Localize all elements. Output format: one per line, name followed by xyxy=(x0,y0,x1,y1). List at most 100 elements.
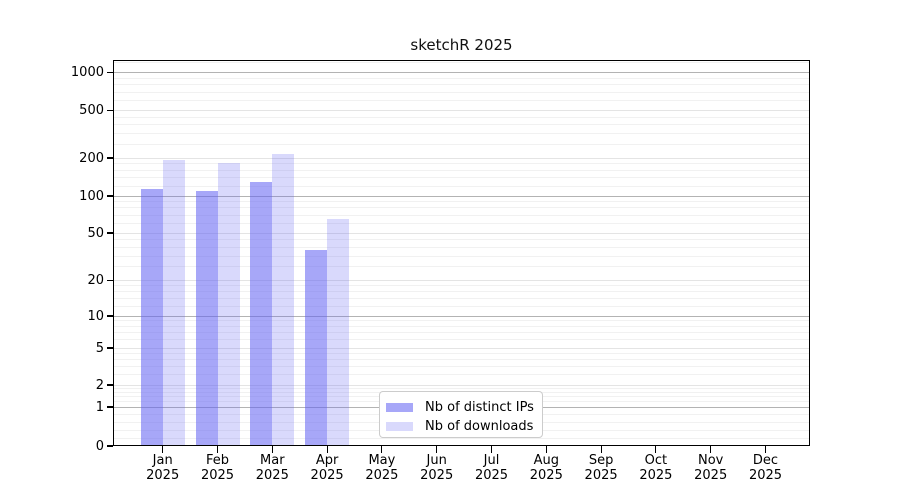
x-tick-label: May 2025 xyxy=(365,453,399,483)
y-tick-label: 50 xyxy=(87,225,104,241)
gridline xyxy=(113,222,810,224)
bar-feb-distinct-ips xyxy=(195,190,218,446)
legend-label: Nb of distinct IPs xyxy=(425,400,534,415)
x-tick-mark xyxy=(655,446,657,453)
bar-jan-distinct-ips xyxy=(140,189,163,446)
gridline xyxy=(113,169,810,171)
x-tick-label: Jul 2025 xyxy=(474,453,509,483)
x-tick-mark xyxy=(764,446,767,453)
y-tick-label: 1 xyxy=(95,399,104,415)
gridline xyxy=(113,214,810,216)
gridline xyxy=(113,280,810,281)
gridline xyxy=(113,306,810,308)
gridline xyxy=(113,133,810,135)
x-tick-label: Jan 2025 xyxy=(146,453,180,483)
x-tick-label: Jun 2025 xyxy=(420,453,454,483)
y-tick-mark xyxy=(106,71,113,74)
gridline xyxy=(113,246,810,248)
chart-title: sketchR 2025 xyxy=(410,36,513,54)
y-tick-label: 500 xyxy=(79,103,104,118)
y-tick-label: 5 xyxy=(95,340,104,356)
x-tick-mark xyxy=(162,446,164,453)
gridline xyxy=(113,384,810,386)
gridline xyxy=(113,201,810,203)
gridline xyxy=(113,291,810,293)
legend-swatch-downloads xyxy=(386,422,413,431)
gridline xyxy=(113,110,810,111)
legend-label: Nb of downloads xyxy=(425,419,534,434)
y-tick-mark xyxy=(106,279,113,282)
x-tick-label: Nov 2025 xyxy=(694,453,728,483)
y-tick-mark xyxy=(106,195,113,197)
gridline xyxy=(113,91,810,93)
y-tick-mark xyxy=(106,315,113,317)
gridline xyxy=(113,365,810,367)
x-tick-mark xyxy=(545,446,547,453)
x-tick-label: Dec 2025 xyxy=(748,453,783,483)
plot-area xyxy=(113,60,810,446)
gridline xyxy=(113,437,810,439)
x-tick-label: Oct 2025 xyxy=(639,453,673,483)
y-tick-mark xyxy=(106,157,113,159)
gridline xyxy=(113,100,810,101)
legend-swatch-distinct-ips xyxy=(386,403,413,412)
x-tick-label: Aug 2025 xyxy=(529,453,563,483)
gridline xyxy=(113,266,810,268)
gridline xyxy=(113,387,810,389)
gridline xyxy=(113,195,810,197)
x-tick-mark xyxy=(271,446,273,453)
x-tick-mark xyxy=(600,446,602,453)
x-tick-mark xyxy=(436,446,438,453)
y-tick-label: 200 xyxy=(79,150,104,166)
gridline xyxy=(113,77,810,79)
gridline xyxy=(113,124,810,126)
y-tick-mark xyxy=(106,406,113,408)
gridline xyxy=(113,320,810,322)
x-tick-label: Feb 2025 xyxy=(200,453,235,483)
x-tick-label: Mar 2025 xyxy=(255,453,289,483)
gridline xyxy=(113,358,810,360)
y-tick-mark xyxy=(106,384,113,386)
y-tick-label: 1000 xyxy=(70,65,104,80)
x-tick-mark xyxy=(710,446,712,453)
x-tick-label: Apr 2025 xyxy=(310,453,344,483)
gridline xyxy=(113,315,810,317)
y-tick-label: 10 xyxy=(87,308,104,324)
bar-mar-distinct-ips xyxy=(250,181,273,446)
gridline xyxy=(113,116,810,118)
legend-item-distinct-ips: Nb of distinct IPs xyxy=(386,398,534,417)
gridline xyxy=(113,255,810,257)
y-tick-label: 0 xyxy=(95,438,104,454)
gridline xyxy=(113,347,810,349)
legend: Nb of distinct IPs Nb of downloads xyxy=(379,391,543,438)
y-tick-label: 100 xyxy=(79,188,104,204)
gridline xyxy=(113,143,810,145)
y-tick-label: 20 xyxy=(87,273,104,288)
gridline xyxy=(113,232,810,234)
y-tick-mark xyxy=(106,347,113,349)
y-tick-label: 2 xyxy=(95,377,104,393)
y-tick-mark xyxy=(106,109,113,112)
x-tick-mark xyxy=(490,446,493,453)
gridline xyxy=(113,163,810,165)
y-tick-mark xyxy=(106,445,113,447)
gridline xyxy=(113,331,810,333)
gridline xyxy=(113,185,810,187)
gridline xyxy=(113,339,810,341)
gridline xyxy=(113,207,810,209)
gridline xyxy=(113,352,810,354)
x-tick-label: Sep 2025 xyxy=(584,453,618,483)
gridline xyxy=(113,84,810,86)
gridline xyxy=(113,239,810,241)
gridline xyxy=(113,72,810,73)
x-tick-mark xyxy=(216,446,219,453)
gridline xyxy=(113,325,810,327)
gridline xyxy=(113,373,810,375)
bar-jan-downloads xyxy=(162,159,185,446)
gridline xyxy=(113,62,810,63)
x-tick-mark xyxy=(326,446,328,453)
bar-apr-distinct-ips xyxy=(305,250,328,446)
gridline xyxy=(113,177,810,179)
bar-apr-downloads xyxy=(327,218,350,446)
gridline xyxy=(113,285,810,287)
